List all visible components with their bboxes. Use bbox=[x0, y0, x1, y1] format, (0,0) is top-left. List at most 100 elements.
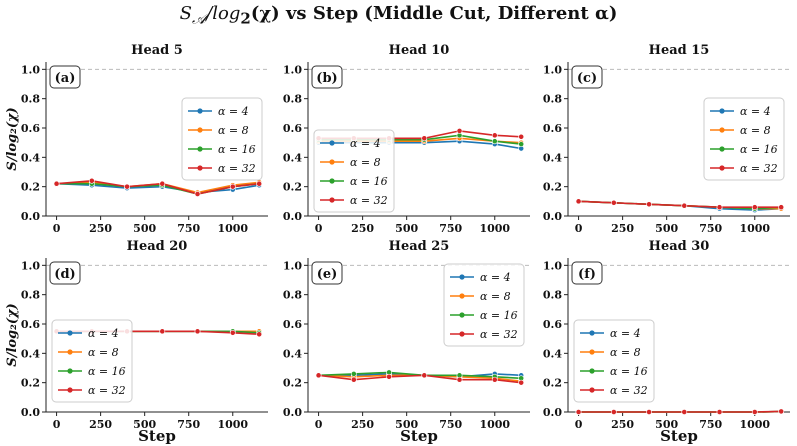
subplot-3: Head 15 0.0 0.2 0.4 0.6 0.8 1.0 0 250 500 750 1000 (… bbox=[543, 43, 790, 235]
data-point bbox=[256, 180, 263, 187]
y-tick-label: 0.8 bbox=[21, 289, 40, 302]
legend-marker bbox=[459, 312, 465, 318]
title-rest: vs Step (Middle Cut, Different α) bbox=[279, 3, 618, 24]
legend-marker bbox=[197, 108, 203, 114]
legend-marker bbox=[459, 274, 465, 280]
y-tick-label: 0.2 bbox=[283, 181, 302, 194]
x-tick-label: 1000 bbox=[217, 418, 248, 431]
y-tick-label: 0.0 bbox=[543, 406, 562, 419]
legend-label: α = 4 bbox=[610, 327, 641, 340]
panel-label-box bbox=[571, 65, 603, 89]
y-tick-label: 0.0 bbox=[21, 210, 40, 223]
legend-label: α = 8 bbox=[610, 346, 641, 359]
legend-marker bbox=[197, 146, 203, 152]
x-axis-label: Step bbox=[400, 427, 438, 445]
legend-label: α = 4 bbox=[88, 327, 119, 340]
y-tick-label: 0.2 bbox=[283, 377, 302, 390]
legend-marker bbox=[329, 197, 335, 203]
y-tick-label: 1.0 bbox=[21, 63, 40, 76]
legend-marker bbox=[197, 165, 203, 171]
x-tick-label: 500 bbox=[395, 418, 418, 431]
y-tick-label: 0.8 bbox=[283, 93, 302, 106]
legend-label: α = 32 bbox=[218, 162, 256, 175]
x-tick-label: 750 bbox=[439, 222, 462, 235]
x-tick-label: 0 bbox=[315, 418, 323, 431]
panel-label: (e) bbox=[317, 267, 338, 282]
panel-label-box bbox=[49, 65, 81, 89]
y-tick-label: 0.2 bbox=[21, 377, 40, 390]
data-point bbox=[229, 329, 236, 336]
data-point bbox=[124, 183, 130, 190]
data-point bbox=[88, 177, 95, 184]
data-point bbox=[159, 328, 166, 335]
x-tick-label: 500 bbox=[133, 222, 156, 235]
legend: α = 4 α = 8 α = 16 α = 32 bbox=[573, 319, 655, 403]
y-tick-label: 0.4 bbox=[283, 151, 302, 164]
data-point bbox=[716, 204, 723, 211]
legend-marker bbox=[459, 331, 465, 337]
y-tick-label: 0.6 bbox=[21, 122, 40, 135]
subplot-6: Head 30 0.0 0.2 0.4 0.6 0.8 1.0 0 250 500 750 1000 (… bbox=[543, 239, 790, 431]
data-point bbox=[194, 191, 201, 197]
panel-label-box bbox=[49, 261, 81, 285]
x-tick-label: 500 bbox=[655, 222, 678, 235]
legend-marker bbox=[719, 127, 725, 133]
y-tick-label: 0.2 bbox=[543, 377, 562, 390]
data-point bbox=[751, 409, 758, 415]
legend-marker bbox=[719, 146, 725, 152]
legend-marker bbox=[589, 387, 595, 393]
x-tick-label: 250 bbox=[89, 418, 112, 431]
subplot-2: Head 10 0.0 0.2 0.4 0.6 0.8 1.0 0 250 500 750 1000 (… bbox=[283, 43, 530, 235]
y-tick-label: 0.6 bbox=[283, 318, 302, 331]
x-tick-label: 1000 bbox=[739, 222, 770, 235]
data-point bbox=[778, 204, 785, 211]
panel-label-box bbox=[311, 65, 343, 89]
y-tick-label: 1.0 bbox=[543, 63, 562, 76]
data-point bbox=[421, 372, 428, 379]
legend-marker bbox=[67, 330, 73, 336]
data-point bbox=[386, 373, 392, 380]
series-line-alpha-32 bbox=[578, 410, 782, 413]
data-point bbox=[518, 379, 525, 386]
legend-marker bbox=[719, 165, 725, 171]
x-tick-label: 250 bbox=[89, 222, 112, 235]
y-tick-label: 0.8 bbox=[543, 289, 562, 302]
y-tick-label: 0.6 bbox=[21, 318, 40, 331]
legend-label: α = 32 bbox=[740, 162, 778, 175]
legend-label: α = 16 bbox=[88, 365, 126, 378]
legend-box bbox=[443, 263, 525, 347]
y-axis-label: S/log₂(χ) bbox=[5, 107, 20, 170]
legend-box bbox=[573, 319, 655, 403]
legend-marker bbox=[67, 387, 73, 393]
panel-label-box bbox=[311, 261, 343, 285]
x-tick-label: 0 bbox=[575, 418, 583, 431]
legend-label: α = 8 bbox=[740, 124, 771, 137]
legend-marker bbox=[329, 140, 335, 146]
x-tick-label: 750 bbox=[439, 418, 462, 431]
legend-label: α = 16 bbox=[740, 143, 778, 156]
y-tick-label: 0.8 bbox=[543, 93, 562, 106]
legend-marker bbox=[589, 349, 595, 355]
x-tick-label: 250 bbox=[611, 418, 634, 431]
legend-marker bbox=[719, 108, 725, 114]
data-point bbox=[491, 138, 498, 145]
y-tick-label: 0.8 bbox=[283, 289, 302, 302]
data-point bbox=[229, 183, 236, 190]
y-tick-label: 0.4 bbox=[283, 347, 302, 360]
panel-title: Head 5 bbox=[131, 43, 183, 58]
title-log-base: 2 bbox=[240, 9, 251, 28]
legend-box bbox=[51, 319, 133, 403]
panel-title: Head 30 bbox=[649, 239, 710, 254]
legend-label: α = 8 bbox=[480, 290, 511, 303]
y-axis-label: S/log₂(χ) bbox=[5, 303, 20, 366]
legend-label: α = 32 bbox=[610, 384, 648, 397]
legend: α = 4 α = 8 α = 16 α = 32 bbox=[181, 97, 263, 181]
x-tick-label: 250 bbox=[351, 418, 374, 431]
subplot-5: Head 25 0.0 0.2 0.4 0.6 0.8 1.0 0 250 500 750 1000 (… bbox=[283, 239, 530, 431]
panel-label: (a) bbox=[55, 71, 76, 86]
legend-box bbox=[181, 97, 263, 181]
data-point bbox=[350, 376, 357, 383]
data-point bbox=[350, 370, 357, 377]
legend-marker bbox=[67, 368, 73, 374]
